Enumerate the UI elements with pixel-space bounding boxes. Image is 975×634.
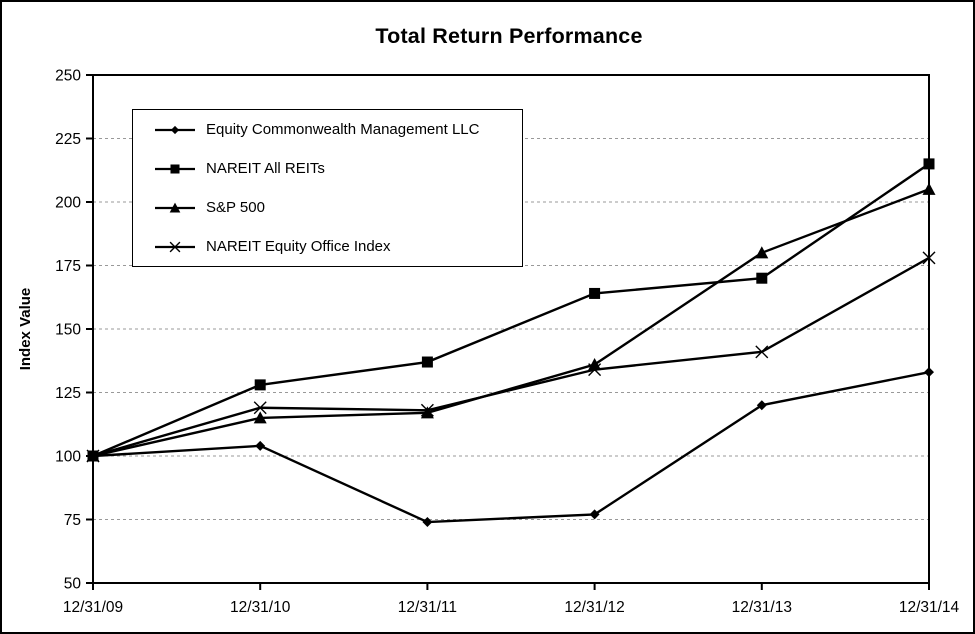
legend-label: NAREIT All REITs	[206, 160, 325, 177]
legend-label: Equity Commonwealth Management LLC	[206, 121, 480, 138]
series-line-nareit-all-reits	[92, 162, 930, 458]
x-legend-icon	[155, 241, 195, 252]
diamond-marker	[170, 125, 180, 134]
square-legend-icon	[155, 163, 195, 174]
legend-box: Equity Commonwealth Management LLC NAREIT…	[132, 109, 523, 267]
series-line-equity-commonwealth-management-llc	[92, 371, 930, 524]
diamond-marker	[589, 509, 600, 520]
diamond-marker	[422, 517, 433, 528]
series-line-nareit-equity-office-index	[92, 256, 930, 458]
x-marker	[922, 251, 936, 265]
y-tick-label-100: 100	[55, 449, 81, 466]
y-tick-label-175: 175	[55, 258, 81, 275]
diamond-marker	[756, 400, 767, 411]
legend-item-equity-commonwealth-management-llc: Equity Commonwealth Management LLC	[133, 110, 522, 149]
legend-item-nareit-equity-office-index: NAREIT Equity Office Index	[133, 227, 522, 266]
legend-item-nareit-all-reits: NAREIT All REITs	[133, 149, 522, 188]
x-tick-label-12-31-14: 12/31/14	[899, 599, 960, 616]
legend-item-s-p-500: S&P 500	[133, 188, 522, 227]
x-marker	[420, 403, 434, 417]
square-marker	[421, 356, 433, 368]
square-marker	[170, 163, 180, 174]
triangle-marker	[253, 411, 267, 424]
y-tick-label-75: 75	[64, 512, 81, 529]
square-marker	[254, 379, 266, 391]
x-tick-label-12-31-13: 12/31/13	[732, 599, 792, 616]
legend-label: S&P 500	[206, 199, 265, 216]
x-tick-label-12-31-09: 12/31/09	[63, 599, 123, 616]
x-tick-label-12-31-12: 12/31/12	[564, 599, 624, 616]
triangle-marker	[169, 202, 181, 213]
triangle-marker	[755, 246, 769, 259]
x-marker	[86, 449, 100, 463]
square-marker	[923, 158, 935, 170]
y-tick-label-50: 50	[64, 576, 82, 593]
x-tick-label-12-31-11: 12/31/11	[398, 599, 457, 616]
y-tick-label-150: 150	[55, 322, 81, 339]
y-tick-label-250: 250	[55, 68, 81, 85]
x-marker	[755, 345, 769, 359]
chart-title: Total Return Performance	[375, 24, 643, 48]
y-tick-label-125: 125	[55, 385, 81, 402]
series-nareit-equity-office-index	[86, 251, 936, 463]
diamond-marker	[924, 367, 934, 378]
y-tick-label-225: 225	[55, 131, 81, 148]
series-line-s-p-500	[92, 188, 930, 458]
x-marker	[169, 241, 181, 252]
triangle-marker	[420, 406, 434, 419]
square-marker	[589, 287, 601, 299]
diamond-marker	[255, 440, 266, 451]
x-marker	[253, 401, 267, 415]
legend-label: NAREIT Equity Office Index	[206, 238, 391, 255]
triangle-marker	[922, 182, 936, 195]
y-tick-label-200: 200	[55, 195, 81, 212]
triangle-legend-icon	[155, 202, 195, 213]
diamond-legend-icon	[155, 125, 195, 134]
square-marker	[756, 272, 768, 284]
x-marker	[588, 363, 602, 377]
x-tick-label-12-31-10: 12/31/10	[230, 599, 291, 616]
